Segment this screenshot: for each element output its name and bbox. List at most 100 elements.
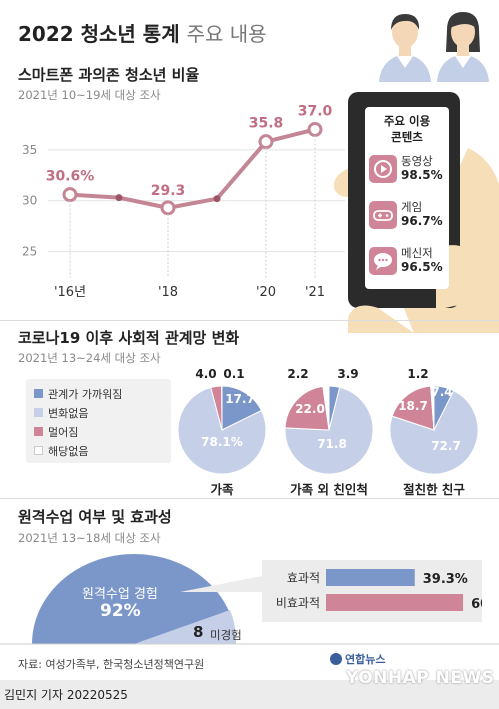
author-date: 김민지 기자 20220525 [4, 688, 128, 702]
bar-value-label: 60.7 [471, 597, 482, 612]
semi-label: 원격수업 경험 [82, 587, 158, 602]
data-point [115, 194, 123, 202]
pie-value-label: 17.7 [225, 392, 255, 406]
divider [0, 320, 499, 321]
legend-swatch [34, 408, 43, 417]
section1-note: 2021년 10~19세 대상 조사 [18, 88, 161, 102]
app-row-messenger: 메신저 96.5% [369, 245, 447, 279]
section2-note: 2021년 13~24세 대상 조사 [18, 351, 161, 365]
line-chart: 25 30 35 30.6% 29.3 35.8 37.0 '16년 '18 '20 '21 [22, 103, 345, 300]
experienced-segment [32, 554, 236, 644]
y-tick-label: 30 [22, 194, 37, 208]
pie-legend: 관계가 가까워짐 변화없음 멀어짐 해당없음 [26, 379, 171, 463]
not-experienced-value: 8 [193, 623, 204, 641]
pie-value-label: 72.7 [431, 439, 461, 453]
palm-shape [348, 305, 414, 333]
pie-slice [322, 385, 330, 431]
data-label: 37.0 [298, 103, 333, 119]
app-row-game: 게임 96.7% [369, 199, 447, 233]
video-play-icon [369, 155, 397, 183]
pie-slice [284, 386, 374, 475]
title-light: 주요 내용 [186, 22, 267, 46]
pie-value-label: 71.8 [317, 437, 347, 451]
y-tick-label: 35 [22, 143, 37, 157]
page-title: 2022 청소년 통계 주요 내용 [18, 18, 267, 47]
data-point [213, 195, 221, 203]
divider [0, 498, 499, 499]
legend-item-na: 해당없음 [34, 441, 171, 460]
legend-item-farther: 멀어짐 [34, 422, 171, 441]
pie-value-label: 4.0 [195, 367, 216, 381]
pie-value-label: 2.2 [287, 367, 308, 381]
yonhap-logo-icon [330, 653, 342, 665]
pie-slice [284, 385, 330, 431]
chat-bubble-icon [369, 247, 397, 275]
phone-screen: 주요 이용 콘텐츠 동영상 98.5% 게임 96.7% 메신저 96.5% [365, 107, 449, 289]
section1-title: 스마트폰 과의존 청소년 비율 [18, 66, 200, 84]
app-row-video: 동영상 98.5% [369, 153, 447, 187]
pie-charts: 17.7 78.1% 4.0 0.1 가족 3.9 71.8 22.0 2.2 가족 외 친인척 7… [177, 367, 479, 497]
pie-name-label: 가족 외 친인척 [290, 482, 368, 497]
legend-swatch [34, 446, 43, 455]
pie-value-label: 7.4 [431, 385, 452, 399]
pie-slice [221, 385, 263, 431]
app-label: 게임 [401, 200, 423, 214]
x-tick-label: '18 [158, 285, 178, 300]
section3-note: 2021년 13~18세 대상 조사 [18, 531, 161, 545]
phone-title-line2: 콘텐츠 [391, 130, 423, 144]
semi-value: 92% [100, 601, 141, 621]
gamepad-icon [369, 201, 397, 229]
series-line [69, 127, 316, 210]
pie-slice [389, 389, 479, 475]
pie-value-label: 0.1 [223, 367, 244, 381]
x-tick-label: '20 [256, 285, 276, 300]
students-illustration [379, 12, 489, 82]
remote-class-semicircle [0, 554, 499, 645]
data-label: 30.6% [46, 169, 95, 185]
x-tick-label: '16년 [54, 285, 86, 300]
data-label: 35.8 [249, 116, 284, 132]
bar-value-label: 39.3% [423, 572, 468, 587]
pie-value-label: 78.1% [201, 435, 243, 449]
data-label: 29.3 [151, 183, 186, 199]
title-bold: 2022 청소년 통계 [18, 22, 180, 46]
app-value: 96.5% [401, 260, 443, 274]
bar-category-label: 효과적 [287, 571, 320, 585]
bar [326, 594, 464, 611]
girl-icon [437, 12, 489, 82]
legend-swatch [34, 427, 43, 436]
bar [326, 569, 415, 586]
pie-slice [177, 386, 267, 475]
phone-title-line1: 주요 이용 [383, 114, 431, 128]
section3-title: 원격수업 여부 및 효과성 [18, 508, 172, 526]
data-point [258, 134, 274, 150]
app-label: 동영상 [401, 154, 433, 168]
callout-pointer [180, 576, 262, 592]
pie-value-label: 1.2 [407, 367, 428, 381]
not-experienced-label: 미경험 [210, 628, 242, 642]
data-point [62, 187, 78, 203]
effectiveness-bar-chart: 효과적 39.3% 비효과적 60.7 [276, 569, 482, 612]
bar-category-label: 비효과적 [276, 596, 320, 610]
app-value: 96.7% [401, 214, 443, 228]
not-experienced-segment [134, 610, 237, 644]
pie-slice [430, 385, 435, 431]
legend-item-closer: 관계가 가까워짐 [34, 384, 171, 403]
pie-slice [391, 385, 435, 431]
source-text: 자료: 여성가족부, 한국청소년정책연구원 [18, 658, 205, 671]
brand-logo-kr: 연합뉴스 [330, 651, 385, 667]
pie-name-label: 절친한 친구 [403, 482, 465, 497]
app-label: 메신저 [401, 246, 433, 260]
pie-name-label: 가족 [210, 482, 234, 497]
brand-logo-en: YONHAP NEWS [346, 668, 495, 688]
legend-swatch [34, 389, 43, 398]
bottom-band [0, 680, 499, 709]
pie-value-label: 3.9 [337, 367, 358, 381]
boy-icon [379, 14, 431, 82]
data-point [160, 200, 176, 216]
y-tick-label: 25 [22, 245, 37, 259]
x-tick-label: '21 [305, 285, 325, 300]
pie-value-label: 22.0 [295, 402, 325, 416]
pie-value-label: 18.7 [398, 399, 428, 413]
section2-title: 코로나19 이후 사회적 관계망 변화 [18, 329, 240, 347]
